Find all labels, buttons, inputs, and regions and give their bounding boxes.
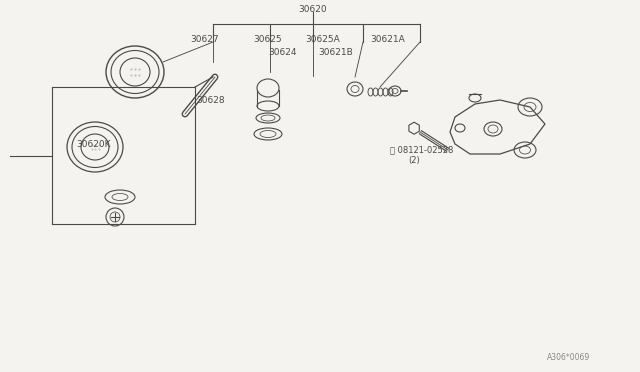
Text: 30620K: 30620K — [76, 140, 111, 148]
Text: A306*0069: A306*0069 — [547, 353, 590, 362]
Text: Ⓑ 08121-02528: Ⓑ 08121-02528 — [390, 145, 453, 154]
Text: 30621B: 30621B — [318, 48, 353, 57]
Text: 30625: 30625 — [253, 35, 282, 44]
Text: (2): (2) — [408, 155, 420, 164]
Text: 30621A: 30621A — [370, 35, 404, 44]
Text: 30620: 30620 — [299, 4, 327, 13]
Text: 30627: 30627 — [190, 35, 219, 44]
Text: 30625A: 30625A — [305, 35, 340, 44]
Text: 30628: 30628 — [196, 96, 225, 105]
Text: 30624: 30624 — [268, 48, 296, 57]
